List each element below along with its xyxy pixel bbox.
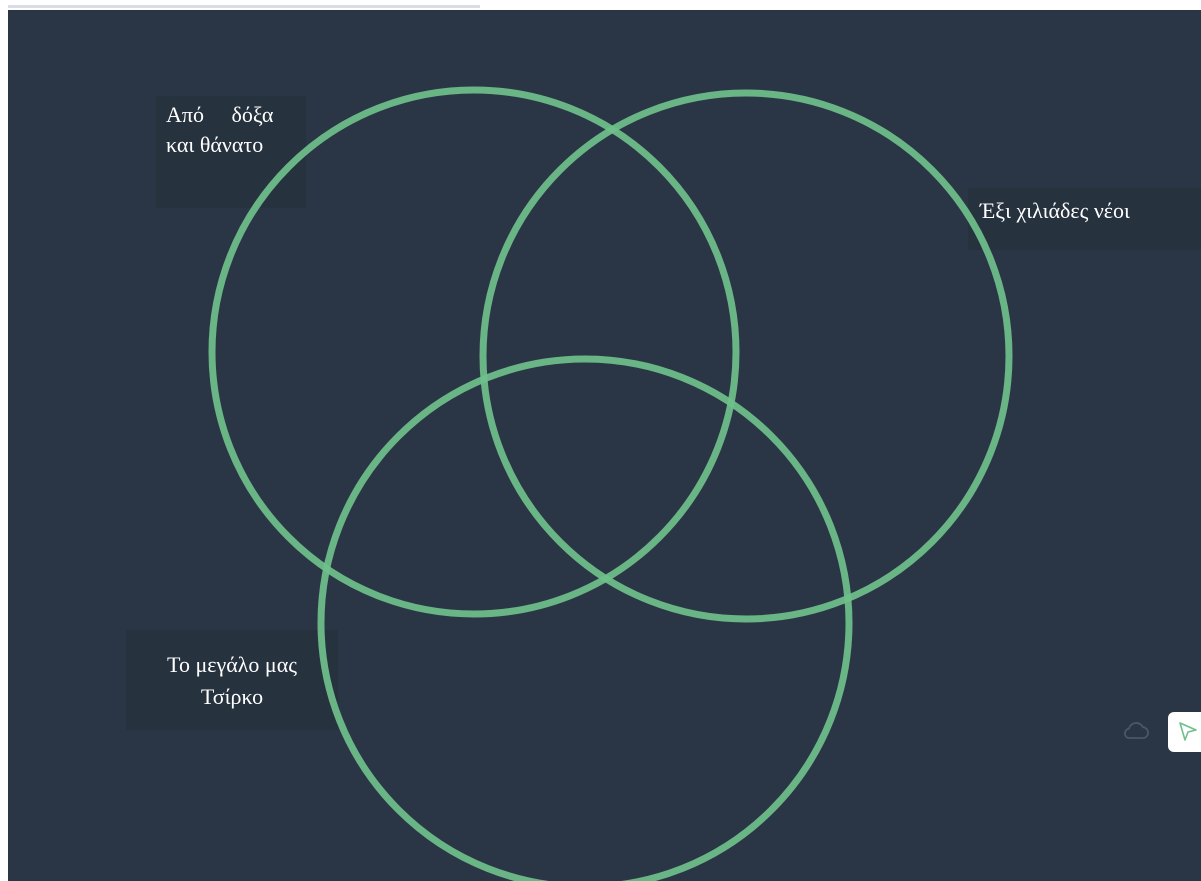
top-strip bbox=[0, 0, 1201, 10]
venn-circle-b[interactable] bbox=[479, 89, 1013, 623]
venn-diagram bbox=[208, 86, 1013, 881]
whiteboard-canvas[interactable]: Από δόξα και θάνατο Έξι χιλιάδες νέοι Το… bbox=[8, 10, 1201, 881]
set-b-label-box[interactable]: Έξι χιλιάδες νέοι bbox=[968, 188, 1201, 250]
set-a-label-line1: Από δόξα bbox=[166, 102, 274, 127]
venn-circle-a[interactable] bbox=[208, 86, 740, 618]
set-c-label-box[interactable]: Το μεγάλο μας Τσίρκο bbox=[126, 630, 338, 730]
cloud-icon bbox=[1124, 722, 1149, 739]
set-b-label-line1: Έξι χιλιάδες νέοι bbox=[980, 198, 1130, 223]
set-a-label-line2: και θάνατο bbox=[166, 132, 264, 157]
left-edge bbox=[0, 0, 8, 881]
set-a-label-box[interactable]: Από δόξα και θάνατο bbox=[156, 96, 306, 208]
set-c-label-line1: Το μεγάλο μας bbox=[167, 652, 297, 677]
cursor-arrow-icon bbox=[1179, 722, 1197, 741]
select-tool-button[interactable] bbox=[1168, 712, 1201, 752]
tab-indicator-line bbox=[0, 5, 480, 8]
venn-circle-c[interactable] bbox=[317, 355, 853, 881]
set-c-label-line2: Τσίρκο bbox=[200, 684, 264, 709]
